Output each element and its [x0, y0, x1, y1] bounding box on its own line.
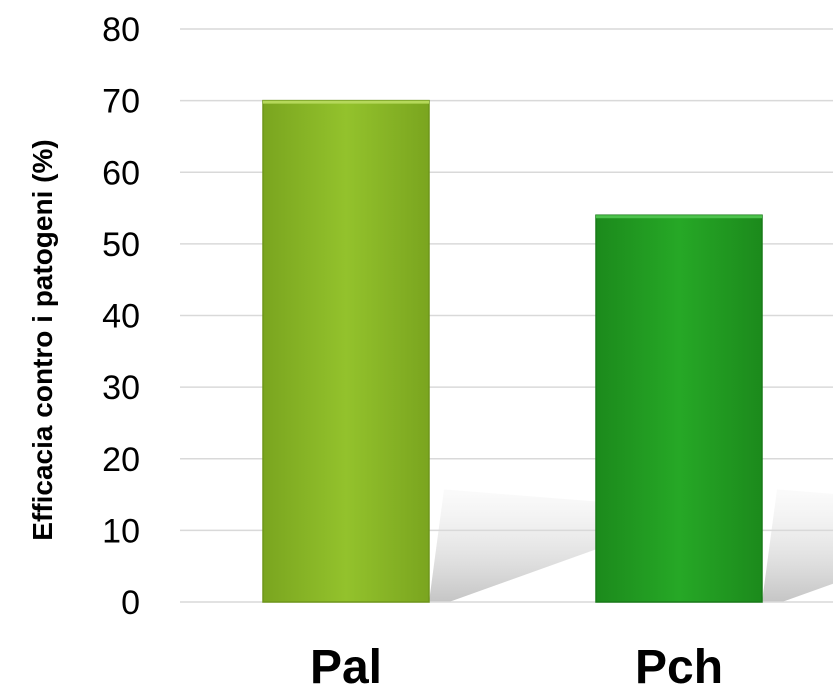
bar-pch	[595, 214, 763, 603]
y-tick-label: 10	[102, 512, 140, 550]
x-axis-labels: Pal Pch	[310, 641, 723, 690]
y-tick-label: 50	[102, 226, 140, 264]
y-tick-label: 0	[121, 584, 140, 622]
y-tick-label: 20	[102, 441, 140, 479]
x-category-label: Pal	[310, 641, 382, 690]
y-axis-ticks: 0 10 20 30 40 50 60 70 80	[102, 11, 140, 622]
y-axis-title: Efficacia contro i patogeni (%)	[27, 139, 58, 540]
bar-top-edge	[263, 100, 429, 104]
x-category-label: Pch	[635, 641, 723, 690]
bar-shadow	[762, 489, 833, 602]
y-tick-label: 70	[102, 83, 140, 121]
y-tick-label: 30	[102, 369, 140, 407]
bar-pal	[262, 99, 430, 603]
y-tick-label: 40	[102, 298, 140, 336]
y-tick-label: 60	[102, 154, 140, 192]
bar-top-edge	[596, 215, 762, 219]
y-tick-label: 80	[102, 11, 140, 49]
bars	[262, 99, 763, 603]
